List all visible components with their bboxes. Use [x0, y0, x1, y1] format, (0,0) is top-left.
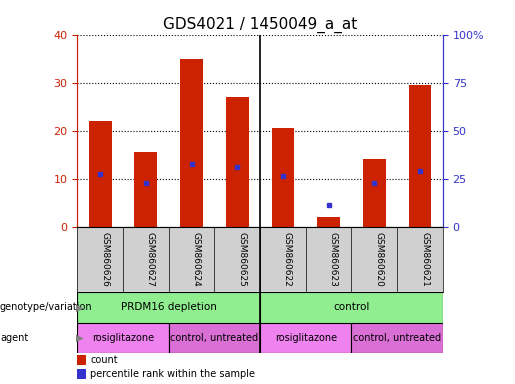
Bar	[260, 323, 351, 353]
Title: GDS4021 / 1450049_a_at: GDS4021 / 1450049_a_at	[163, 17, 357, 33]
Bar	[180, 58, 203, 227]
Bar	[363, 159, 386, 227]
Text: GSM860624: GSM860624	[192, 232, 200, 286]
Bar	[317, 217, 340, 227]
Bar	[226, 97, 249, 227]
Text: GSM860627: GSM860627	[146, 232, 155, 287]
Text: rosiglitazone: rosiglitazone	[92, 333, 154, 343]
Text: PRDM16 depletion: PRDM16 depletion	[121, 303, 217, 313]
Text: GSM860623: GSM860623	[329, 232, 338, 287]
Bar	[168, 323, 260, 353]
Text: control: control	[333, 303, 370, 313]
Text: GSM860621: GSM860621	[420, 232, 429, 287]
Bar	[260, 292, 443, 323]
Text: ▶: ▶	[76, 333, 84, 343]
Bar	[77, 356, 87, 365]
Bar	[77, 292, 260, 323]
Bar	[351, 323, 443, 353]
Bar	[271, 128, 295, 227]
Bar	[77, 323, 168, 353]
Text: control, untreated: control, untreated	[353, 333, 441, 343]
Text: agent: agent	[0, 333, 28, 343]
Bar	[408, 85, 432, 227]
Text: count: count	[90, 356, 117, 366]
Text: percentile rank within the sample: percentile rank within the sample	[90, 369, 255, 379]
Text: control, untreated: control, untreated	[170, 333, 259, 343]
Bar	[134, 152, 157, 227]
Text: GSM860626: GSM860626	[100, 232, 109, 287]
Bar	[77, 369, 87, 379]
Text: ▶: ▶	[76, 303, 84, 313]
Text: genotype/variation: genotype/variation	[0, 303, 93, 313]
Text: GSM860620: GSM860620	[374, 232, 383, 287]
Text: GSM860625: GSM860625	[237, 232, 246, 287]
Text: GSM860622: GSM860622	[283, 232, 292, 286]
Bar	[89, 121, 112, 227]
Text: rosiglitazone: rosiglitazone	[274, 333, 337, 343]
